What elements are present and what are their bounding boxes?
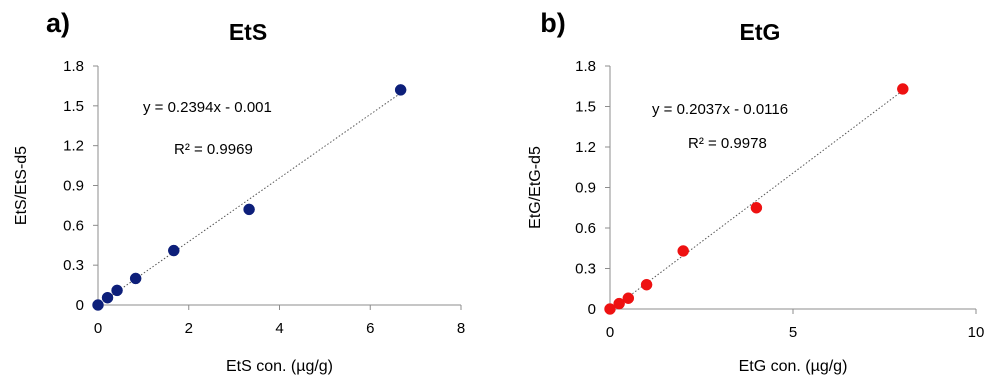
y-tick-label: 1.5	[63, 98, 84, 115]
chart-title: EtS	[229, 19, 267, 45]
y-axis-label: EtS/EtS-d5	[13, 146, 30, 225]
y-tick-label: 0.6	[575, 220, 596, 237]
chart-title: EtG	[740, 19, 781, 45]
y-tick-label: 0.9	[63, 178, 84, 195]
data-point	[243, 203, 255, 216]
data-point	[111, 284, 123, 297]
data-point	[604, 303, 616, 315]
x-tick-label: 0	[94, 320, 102, 337]
data-point	[394, 84, 407, 96]
r-squared: R² = 0.9978	[688, 135, 767, 152]
data-point	[677, 245, 689, 257]
x-tick-label: 4	[275, 320, 283, 337]
x-tick-label: 10	[968, 324, 985, 341]
y-tick-label: 0.9	[575, 180, 596, 197]
x-axis-label: EtG con. (µg/g)	[739, 358, 848, 375]
panel-letter: a)	[46, 8, 70, 38]
data-point	[622, 292, 635, 304]
y-tick-label: 1.2	[575, 139, 596, 156]
x-tick-label: 5	[789, 324, 797, 341]
y-tick-label: 1.8	[63, 58, 84, 75]
data-point	[750, 202, 763, 214]
x-tick-label: 8	[457, 320, 465, 337]
regression-equation: y = 0.2394x - 0.001	[143, 99, 272, 116]
r-squared: R² = 0.9969	[174, 141, 253, 158]
y-tick-label: 1.2	[63, 138, 84, 155]
chart-panel-etg: b) EtG 0 0.3 0.6 0.9 1.2 1.5 1.8 0 5 10 EtG con. (µg…	[527, 8, 984, 375]
data-point	[897, 83, 909, 95]
chart-panel-ets: a) EtS 0 0.3 0.6 0.9 1.2 1.5 1.8 0 2 4 6 8 EtS con. (µ…	[13, 8, 465, 375]
trendline	[609, 90, 904, 311]
regression-equation: y = 0.2037x - 0.0116	[652, 101, 788, 118]
data-point	[640, 278, 653, 291]
data-point	[129, 272, 142, 285]
y-tick-label: 0.3	[575, 261, 596, 278]
y-tick-label: 0	[588, 301, 596, 318]
y-tick-label: 0.6	[63, 217, 84, 234]
y-tick-label: 0	[76, 297, 84, 314]
data-point	[101, 291, 114, 304]
x-tick-label: 2	[185, 320, 193, 337]
y-tick-label: 0.3	[63, 257, 84, 274]
x-tick-label: 0	[606, 324, 614, 341]
panel-letter: b)	[540, 8, 565, 38]
data-point	[613, 297, 625, 310]
data-point	[168, 244, 180, 257]
y-axis-label: EtG/EtG-d5	[527, 146, 544, 229]
y-tick-label: 1.5	[575, 99, 596, 116]
x-tick-label: 6	[366, 320, 374, 337]
trendline	[97, 92, 401, 306]
y-tick-label: 1.8	[575, 58, 596, 75]
x-axis-label: EtS con. (µg/g)	[226, 358, 333, 375]
data-point	[92, 299, 104, 311]
